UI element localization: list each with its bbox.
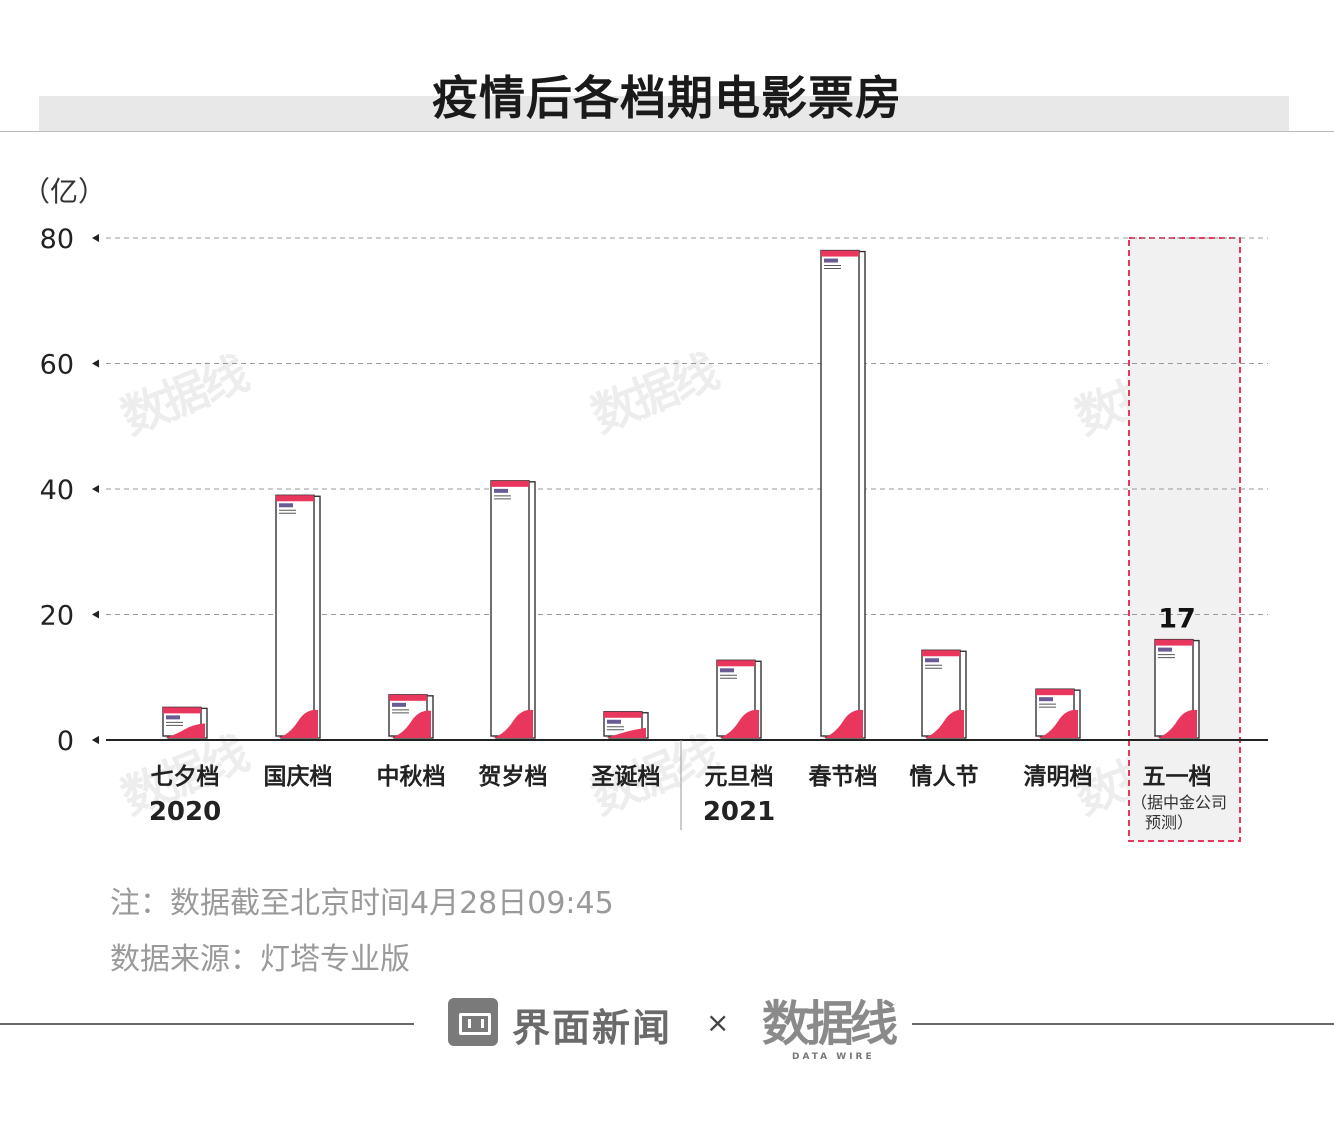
page-title: 疫情后各档期电影票房 [432, 71, 902, 125]
y-tick-label: 40 [40, 475, 74, 506]
x-category-label: 情人节 [910, 764, 979, 790]
x-year-label: 2021 [703, 797, 775, 827]
bar-wave [1038, 709, 1078, 738]
y-tick-label: 60 [40, 350, 74, 381]
times-sign: × [706, 1006, 730, 1039]
bar-ticket-stripe [824, 258, 838, 263]
bar-ticket-stripe [392, 702, 406, 707]
y-tick-label: 80 [40, 224, 74, 255]
footer-divider-right [912, 1023, 1334, 1025]
y-axis-unit: （亿） [22, 175, 107, 208]
bar-wave [823, 709, 863, 738]
bar-top-band [163, 707, 201, 714]
bar-wave [278, 709, 318, 738]
bar-top-band [491, 480, 529, 487]
bar-top-band [389, 694, 427, 701]
bar-wave [606, 727, 646, 738]
bar [820, 249, 860, 737]
y-tick-label: 0 [57, 726, 74, 757]
bar-top-band [1155, 639, 1193, 646]
brand-name: 界面新闻 [512, 1006, 673, 1050]
y-tick-marker [92, 234, 99, 242]
bar [490, 480, 530, 737]
y-tick-marker [92, 610, 99, 619]
y-tick-marker [92, 359, 99, 368]
x-category-label: 中秋档 [377, 764, 446, 790]
bar-ticket-stripe [925, 658, 939, 663]
bar-wave [391, 710, 431, 738]
footer-divider-left [0, 1023, 414, 1025]
bar-top-band [922, 650, 960, 657]
bar-chart: 0 20 40 60 80 七夕档 国庆档 中秋档 贺岁档 圣诞档 元旦档 春节档 情人节 清明档 五一档 2… [40, 224, 1268, 842]
x-category-label: 元旦档 [705, 764, 774, 790]
bar-ticket-stripe [607, 719, 621, 724]
data-label: 17 [1158, 604, 1196, 635]
x-category-label: 国庆档 [264, 763, 333, 790]
bar-top-band [717, 660, 755, 667]
footnote-data-source: 数据来源：灯塔专业版 [110, 942, 410, 977]
bar-wave [719, 709, 759, 738]
x-category-label: 春节档 [808, 764, 878, 790]
x-category-label: 七夕档 [151, 763, 220, 790]
y-tick-marker [92, 736, 99, 744]
footnote-data-time: 注：数据截至北京时间4月28日09:45 [110, 886, 614, 921]
bar-top-band [1036, 689, 1074, 696]
x-year-label: 2020 [149, 797, 221, 827]
bar-top-band [604, 711, 642, 718]
bar-ticket-stripe [1158, 647, 1172, 652]
bar-ticket-stripe [1039, 697, 1053, 702]
bar-ticket-stripe [279, 503, 293, 508]
bar-wave [165, 723, 205, 738]
bar [716, 659, 756, 737]
title-band [39, 96, 1289, 132]
bar-ticket-stripe [166, 715, 180, 720]
highlight-box [1128, 237, 1241, 842]
bar-ticket-stripe [494, 488, 508, 493]
bar-top-band [821, 250, 859, 257]
bar-wave [1157, 709, 1197, 738]
bar-wave [924, 709, 964, 738]
bar-ticket-stripe [720, 668, 734, 673]
bar-wave [493, 709, 533, 738]
y-tick-marker [92, 485, 99, 493]
jiemian-news-logo-icon [448, 998, 498, 1046]
data-wire-logo-subtitle: DATA WIRE [792, 1052, 875, 1062]
bar [275, 494, 315, 737]
y-tick-label: 20 [40, 601, 74, 632]
forecast-note: 预测） [1145, 813, 1193, 832]
x-category-label: 五一档 [1143, 764, 1212, 790]
bar-top-band [276, 495, 314, 502]
x-category-label: 贺岁档 [478, 763, 548, 790]
data-wire-logo-icon: 数据线 [762, 996, 898, 1052]
x-category-label: 清明档 [1024, 764, 1093, 790]
forecast-note: （据中金公司 [1131, 793, 1227, 812]
title-rule [0, 131, 1334, 132]
x-category-label: 圣诞档 [592, 764, 661, 790]
